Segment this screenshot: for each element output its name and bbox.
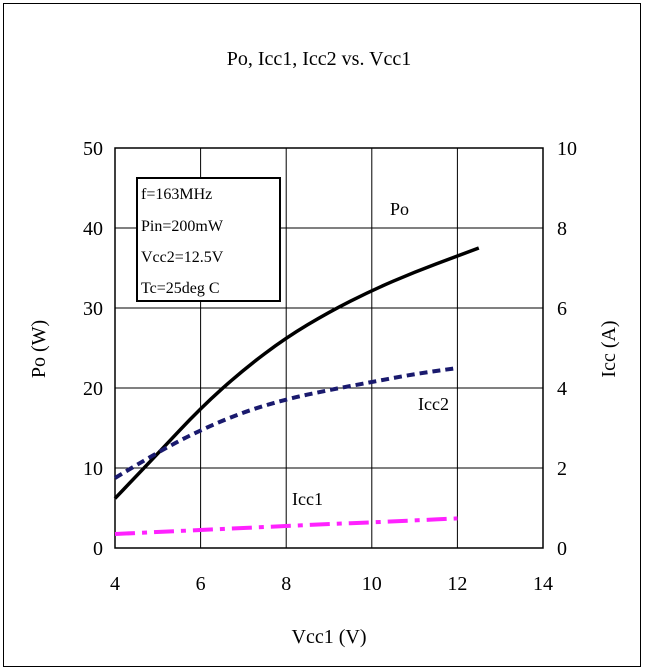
condition-frequency: f=163MHz	[141, 186, 212, 203]
x-tick-label-5: 14	[533, 573, 553, 595]
y-right-tick-label-4: 8	[557, 218, 567, 240]
series-line-icc1	[114, 516, 458, 536]
y-left-tick-label-1: 10	[83, 458, 103, 480]
series-label-po: Po	[390, 199, 409, 219]
series-group	[113, 246, 480, 536]
y-left-tick-label-3: 30	[83, 298, 103, 320]
y-right-tick-label-3: 6	[557, 298, 567, 320]
chart-frame	[3, 3, 641, 667]
y-right-tick-label-1: 2	[557, 458, 567, 480]
y-right-tick-label-5: 10	[557, 138, 577, 160]
x-tick-label-0: 4	[110, 573, 120, 595]
x-tick-label-1: 6	[196, 573, 206, 595]
series-line-icc2	[113, 366, 458, 480]
y-left-tick-label-0: 0	[93, 538, 103, 560]
y-left-tick-label-2: 20	[83, 378, 103, 400]
condition-tc: Tc=25deg C	[141, 280, 220, 297]
series-line-po	[113, 246, 480, 500]
x-axis-label: Vcc1 (V)	[292, 626, 367, 648]
y-axis-left-label: Po (W)	[28, 320, 50, 378]
condition-vcc2: Vcc2=12.5V	[141, 249, 224, 266]
x-tick-label-2: 8	[281, 573, 291, 595]
y-right-tick-label-0: 0	[557, 538, 567, 560]
x-tick-label-3: 10	[362, 573, 382, 595]
grid	[114, 147, 544, 549]
y-axis-right-label: Icc (A)	[598, 320, 620, 377]
y-right-tick-label-2: 4	[557, 378, 567, 400]
series-label-icc2: Icc2	[418, 394, 449, 414]
plot-frame	[114, 147, 544, 549]
y-left-tick-label-5: 50	[83, 138, 103, 160]
chart-title: Po, Icc1, Icc2 vs. Vcc1	[227, 48, 412, 70]
condition-pin: Pin=200mW	[141, 218, 224, 235]
series-label-icc1: Icc1	[292, 489, 323, 509]
y-left-tick-label-4: 40	[83, 218, 103, 240]
conditions-box	[136, 177, 281, 302]
x-tick-label-4: 12	[447, 573, 467, 595]
